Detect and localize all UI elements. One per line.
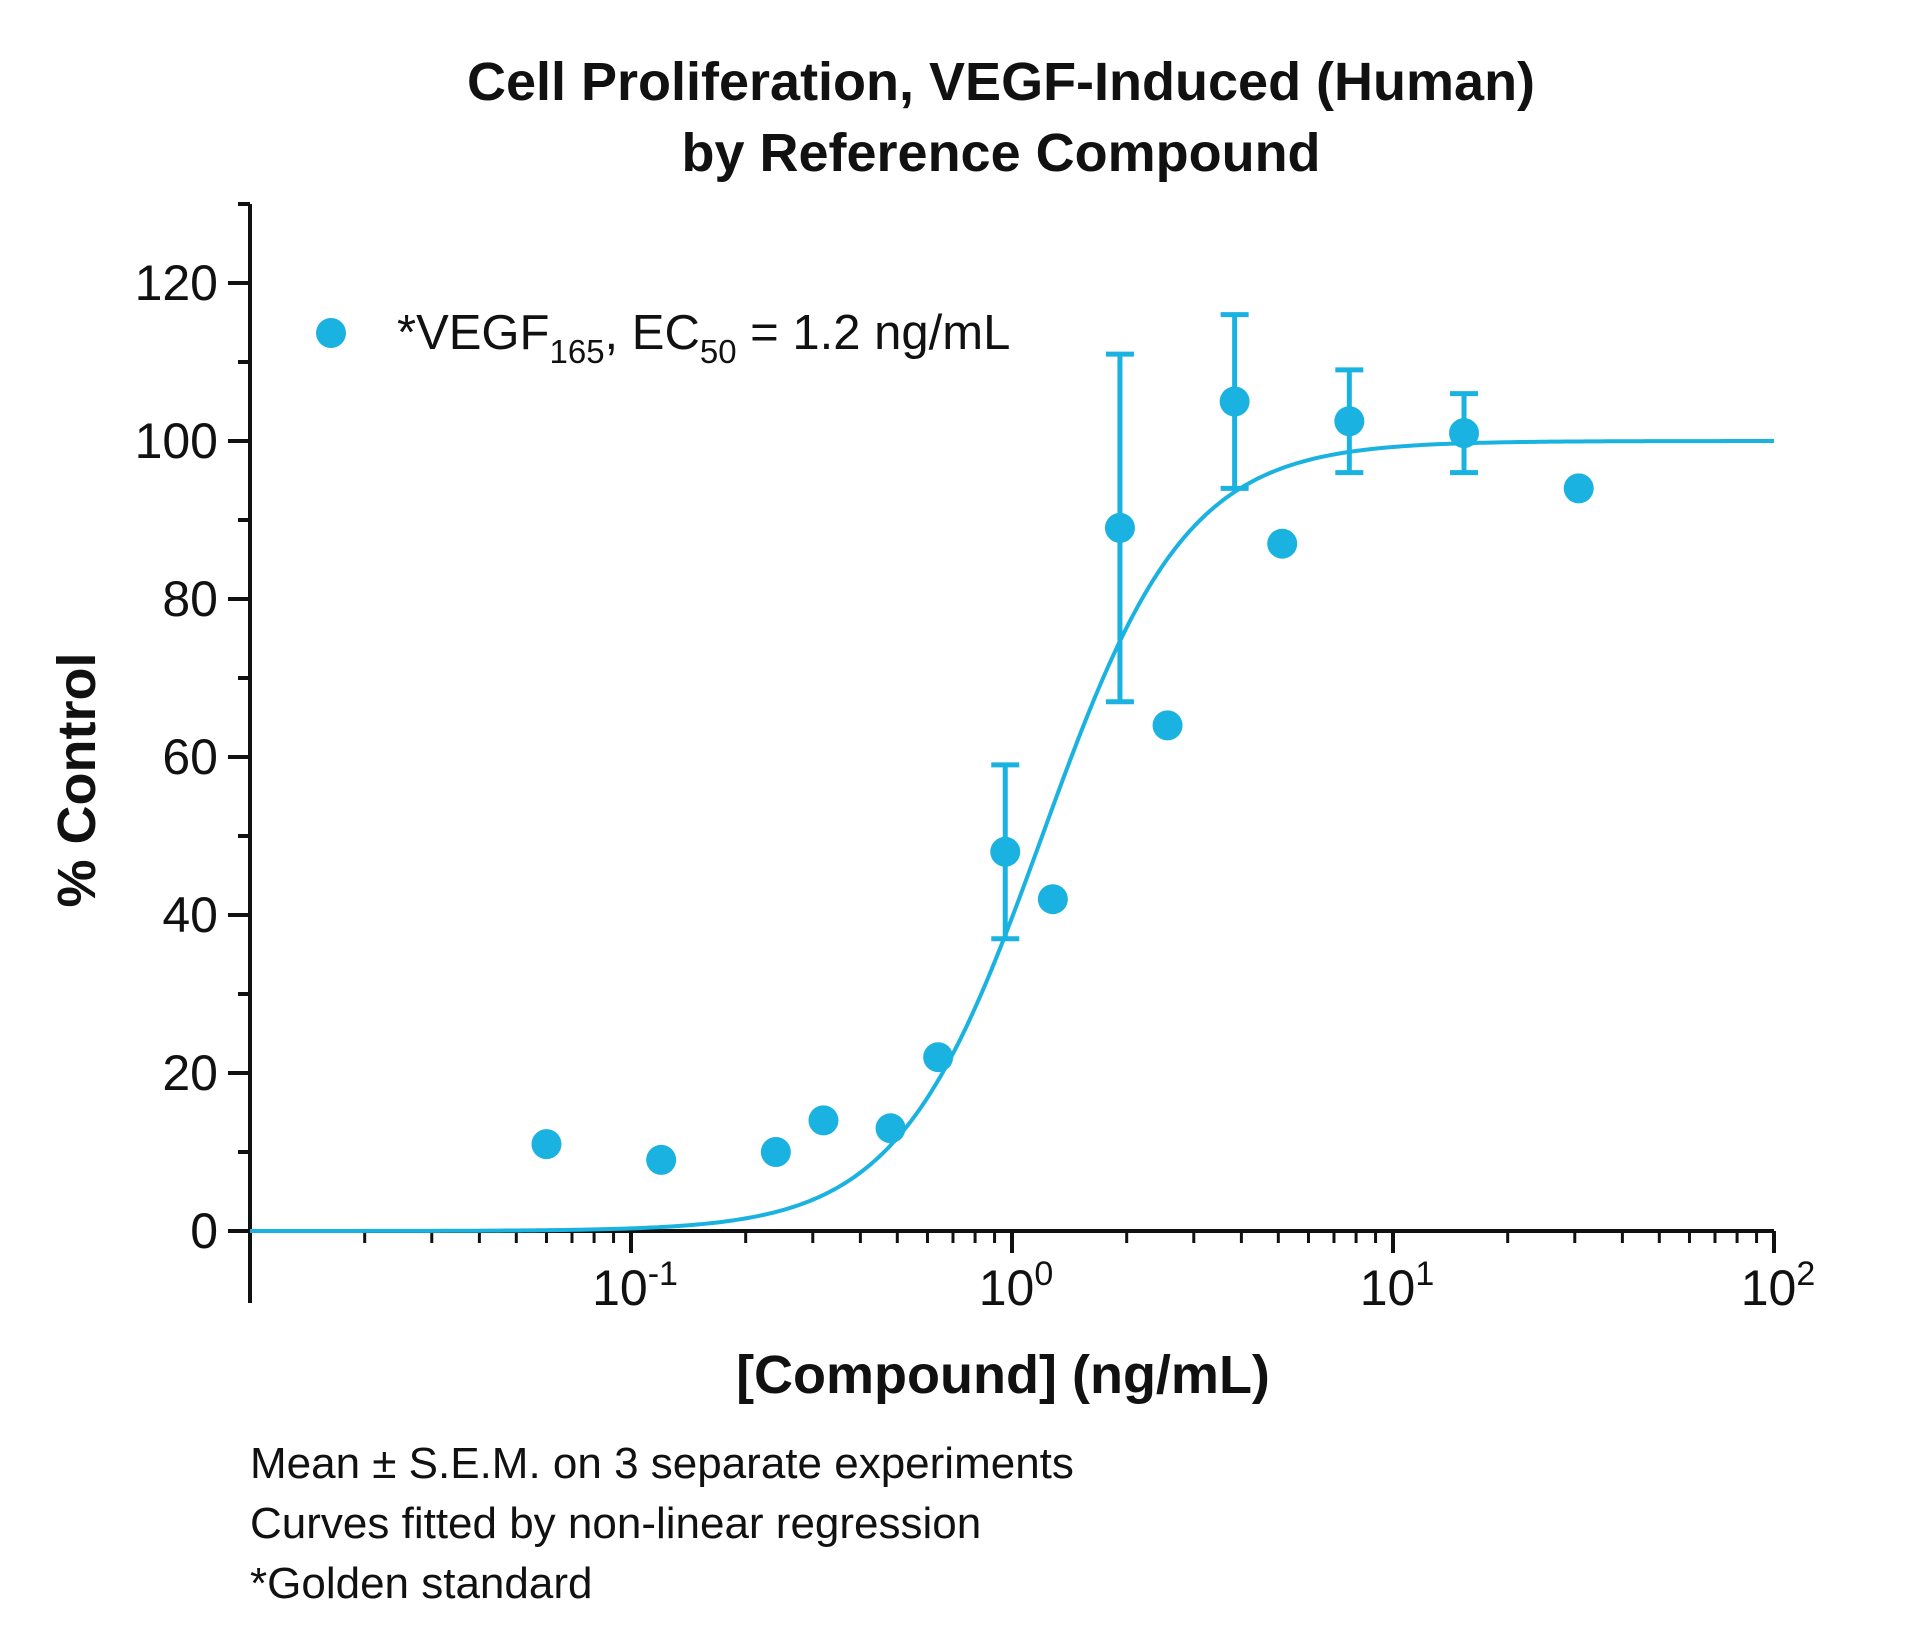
data-point [646,1144,677,1175]
fit-curve-layer [250,439,1774,1233]
data-points [531,386,1594,1175]
data-point [1267,528,1298,559]
data-point [1334,406,1365,437]
x-tick-base: 10 [1360,1260,1416,1316]
chart-title-line-2: by Reference Compound [681,123,1320,183]
x-tick-exponent: 2 [1796,1255,1815,1293]
x-tick-label: 100 [979,1255,1054,1316]
data-point [808,1105,839,1136]
legend: *VEGF165, EC50 = 1.2 ng/mL [316,306,1010,370]
footnote-line-2: Curves fitted by non-linear regression [250,1499,981,1548]
data-point [1449,418,1480,449]
y-tick-label: 80 [162,571,218,627]
data-point [1219,386,1250,417]
x-tick-exponent: 1 [1415,1255,1434,1293]
legend-prefix: *VEGF [397,306,549,360]
data-point [760,1137,791,1167]
legend-subscript-165: 165 [549,333,604,370]
data-point [875,1113,906,1144]
x-axis-title: [Compound] (ng/mL) [736,1345,1270,1405]
footnote-line-3: *Golden standard [250,1559,592,1608]
y-tick-label: 100 [135,413,218,469]
x-tick-label: 10-1 [592,1255,678,1316]
x-tick-label: 101 [1360,1255,1435,1316]
x-tick-base: 10 [592,1260,648,1316]
data-point [923,1042,954,1073]
data-point [1037,884,1068,915]
data-point [1152,710,1183,741]
y-tick-label: 120 [135,255,218,311]
x-tick-base: 10 [979,1260,1035,1316]
data-point [1563,473,1594,504]
legend-suffix: = 1.2 ng/mL [737,306,1011,360]
legend-subscript-50: 50 [700,333,737,370]
data-point [1104,512,1135,543]
y-tick-label: 40 [162,887,218,943]
footnote-line-1: Mean ± S.E.M. on 3 separate experiments [250,1439,1074,1488]
x-tick-base: 10 [1741,1260,1797,1316]
legend-marker [316,318,346,348]
footnotes: Mean ± S.E.M. on 3 separate experiments … [250,1439,1074,1608]
x-tick-label: 102 [1741,1255,1816,1316]
fit-curve [250,439,1774,1233]
y-tick-label: 0 [190,1203,218,1259]
y-tick-label: 60 [162,729,218,785]
y-tick-label: 20 [162,1045,218,1101]
x-tick-exponent: -1 [648,1255,678,1293]
x-tick-exponent: 0 [1034,1255,1053,1293]
legend-middle: , EC [605,306,700,360]
y-axis-title: % Control [47,653,107,908]
data-point [531,1129,562,1160]
legend-label: *VEGF165, EC50 = 1.2 ng/mL [397,306,1010,370]
chart-title-line-1: Cell Proliferation, VEGF-Induced (Human) [467,52,1535,112]
data-point [990,836,1021,867]
